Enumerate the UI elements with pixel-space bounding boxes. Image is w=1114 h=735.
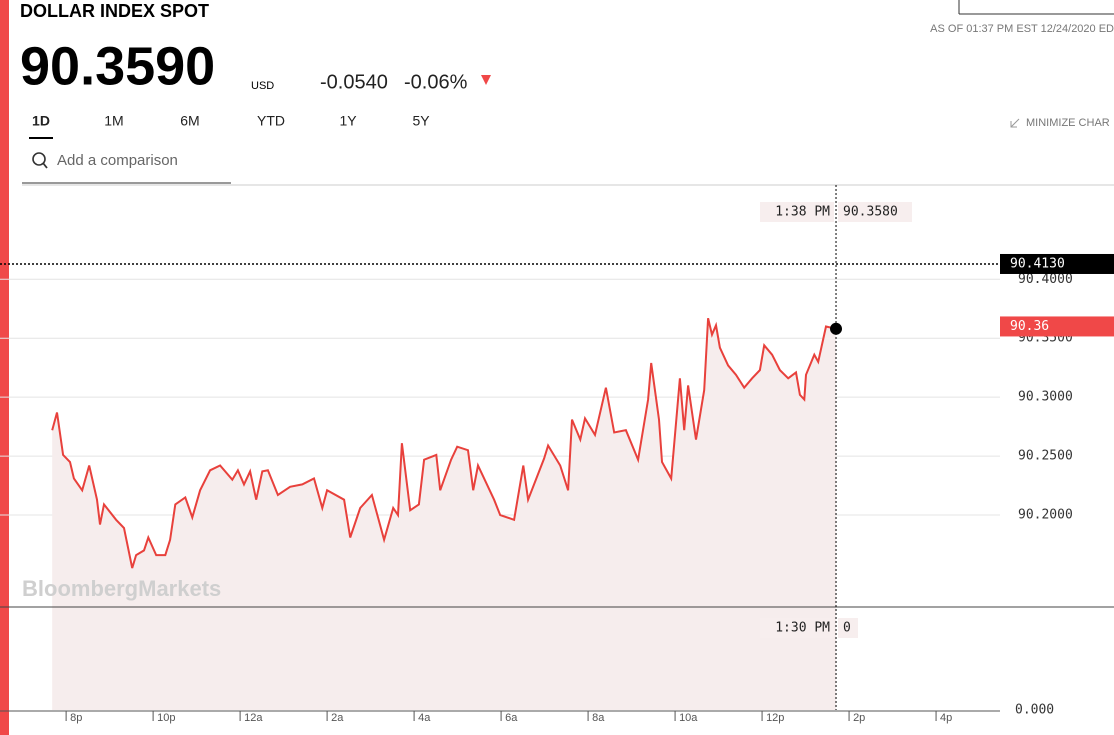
currency: USD: [251, 80, 274, 92]
accent-bar: [0, 0, 9, 735]
as-of: AS OF 01:37 PM EST 12/24/2020 ED: [930, 23, 1114, 35]
lower-crosshair-value: 0: [843, 621, 851, 636]
y-tick-label: 90.2500: [1018, 449, 1073, 464]
x-tick-label: 8a: [592, 712, 605, 724]
title: DOLLAR INDEX SPOT: [20, 1, 209, 21]
tab[interactable]: 1M: [104, 113, 123, 129]
crosshair-value: 90.3580: [843, 205, 898, 220]
tab[interactable]: 1Y: [339, 113, 357, 129]
reference-label: 90.4130: [1010, 256, 1065, 271]
lower-crosshair-value-box: [838, 618, 859, 638]
search-icon: [32, 152, 46, 166]
reference-label: 90.36: [1010, 319, 1049, 334]
tabs: 1D 1M 6M YTD 1Y 5Y: [29, 113, 430, 139]
reference-label-box: [1000, 316, 1114, 337]
area: [52, 318, 837, 710]
x-tick-label: 12a: [244, 712, 263, 724]
watermark: BloombergMarkets: [22, 576, 221, 601]
tab[interactable]: 5Y: [412, 113, 430, 129]
y-tick-label: 90.3000: [1018, 390, 1073, 405]
chart: BloombergMarkets 8p 10p 12a 2a 4a 6a 8a 10a 12p 2p…: [0, 185, 1114, 724]
tab[interactable]: 6M: [180, 113, 199, 129]
search-input[interactable]: Add a comparison: [57, 152, 178, 169]
x-tick-label: 10p: [157, 712, 175, 724]
change-percent: -0.06%: [404, 71, 468, 93]
change: -0.0540: [320, 71, 388, 93]
crosshair-time-box: [760, 202, 835, 222]
x-tick-label: 2p: [853, 712, 865, 724]
tab[interactable]: 1D: [32, 113, 50, 129]
minimize-icon: [1010, 118, 1020, 128]
x-tick-label: 12p: [766, 712, 784, 724]
lower-crosshair-time: 1:30 PM: [775, 621, 830, 636]
x-tick-label: 8p: [70, 712, 82, 724]
x-tick-label: 10a: [679, 712, 698, 724]
x-tick-label: 2a: [331, 712, 344, 724]
reference-label-box: [1000, 253, 1114, 274]
down-arrow: [481, 75, 491, 85]
tab[interactable]: YTD: [257, 113, 285, 129]
y-tick-label: 90.2000: [1018, 508, 1073, 523]
search-icon: [42, 162, 48, 169]
price: 90.3590: [20, 36, 215, 96]
current-point: [830, 322, 843, 335]
y-tick-label: 90.4000: [1018, 272, 1073, 287]
x-tick-label: 4a: [418, 712, 431, 724]
crosshair-value-box: [838, 202, 913, 222]
x-tick-label: 4p: [940, 712, 952, 724]
lower-crosshair-time-box: [760, 618, 835, 638]
minimize-chart[interactable]: MINIMIZE CHAR: [1026, 117, 1110, 129]
price-line: [51, 317, 837, 569]
lower-y-tick-label: 0.000: [1015, 703, 1054, 718]
crosshair-time: 1:38 PM: [775, 205, 830, 220]
x-tick-label: 6a: [505, 712, 518, 724]
